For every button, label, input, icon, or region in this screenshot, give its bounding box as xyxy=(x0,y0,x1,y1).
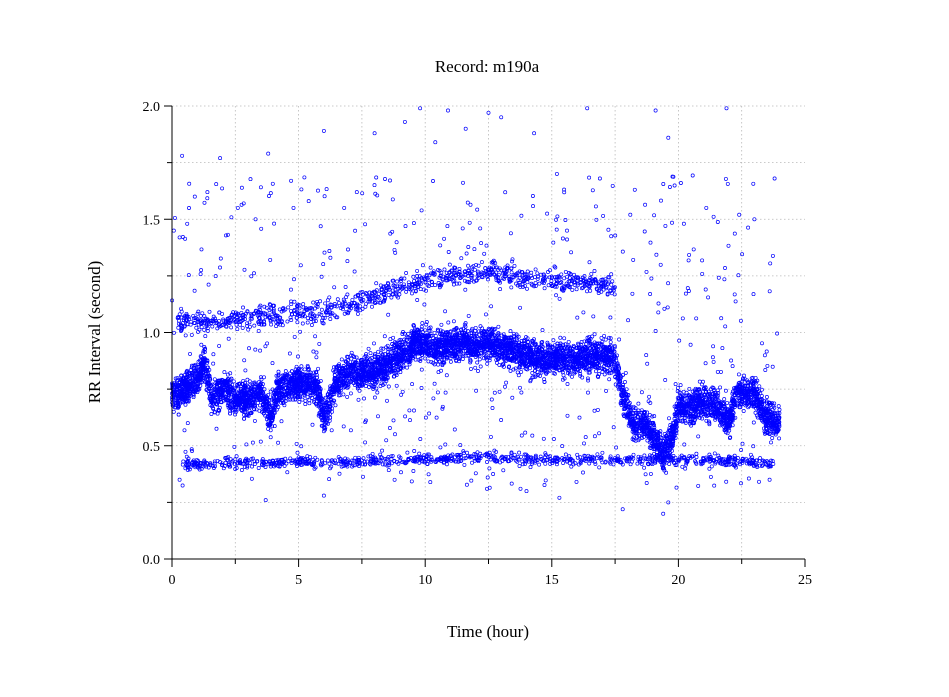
data-point xyxy=(552,343,557,348)
data-point xyxy=(719,422,724,427)
data-point xyxy=(404,335,409,340)
data-point xyxy=(623,380,627,384)
data-point xyxy=(379,346,384,351)
data-point xyxy=(702,395,707,400)
data-point xyxy=(323,395,328,400)
data-point xyxy=(759,387,764,392)
data-point xyxy=(743,403,748,408)
data-point xyxy=(542,377,547,382)
data-point xyxy=(562,336,567,341)
data-point xyxy=(215,411,220,416)
data-point xyxy=(481,356,486,361)
data-point xyxy=(386,384,391,389)
data-point xyxy=(300,397,305,402)
data-point xyxy=(299,364,304,369)
data-point xyxy=(341,392,346,397)
data-points xyxy=(170,106,782,516)
data-point xyxy=(303,402,308,407)
data-point xyxy=(501,332,506,337)
data-point xyxy=(268,428,273,433)
data-point xyxy=(171,409,176,414)
data-point xyxy=(476,369,480,373)
data-point xyxy=(667,416,671,421)
data-point xyxy=(551,338,556,343)
data-point xyxy=(201,350,206,355)
data-point xyxy=(375,390,380,395)
data-point xyxy=(718,385,723,390)
data-point xyxy=(413,357,418,362)
data-point xyxy=(681,389,686,394)
data-point xyxy=(222,370,227,375)
data-point xyxy=(540,340,545,344)
data-point xyxy=(302,367,307,372)
data-point xyxy=(363,384,368,389)
data-point xyxy=(485,361,490,366)
data-point xyxy=(741,409,746,413)
data-point xyxy=(297,400,302,404)
data-point xyxy=(461,351,466,356)
data-point xyxy=(469,366,473,371)
data-point xyxy=(231,379,236,384)
data-point xyxy=(209,412,214,416)
data-point xyxy=(776,404,781,409)
data-point xyxy=(288,397,293,402)
data-point xyxy=(757,384,762,389)
data-point xyxy=(426,328,431,333)
data-point xyxy=(558,335,563,340)
data-point xyxy=(566,339,571,344)
data-point xyxy=(268,435,273,440)
data-point xyxy=(477,357,482,362)
data-point xyxy=(354,355,359,360)
data-point xyxy=(258,375,263,380)
data-point xyxy=(764,395,769,399)
data-point xyxy=(687,386,692,391)
data-point xyxy=(675,385,680,390)
data-point xyxy=(770,436,775,440)
data-point xyxy=(368,351,373,356)
data-point xyxy=(420,321,425,326)
data-point xyxy=(348,391,353,396)
data-point xyxy=(697,379,702,384)
grid xyxy=(172,105,805,559)
data-point xyxy=(262,375,266,380)
data-point xyxy=(212,377,217,382)
data-point xyxy=(294,364,299,369)
data-point xyxy=(419,367,424,372)
data-point xyxy=(594,369,598,374)
data-point xyxy=(603,337,608,342)
data-point xyxy=(400,332,405,336)
data-point xyxy=(446,320,451,325)
data-point xyxy=(515,370,520,375)
data-point xyxy=(736,372,741,377)
data-point xyxy=(759,393,764,398)
